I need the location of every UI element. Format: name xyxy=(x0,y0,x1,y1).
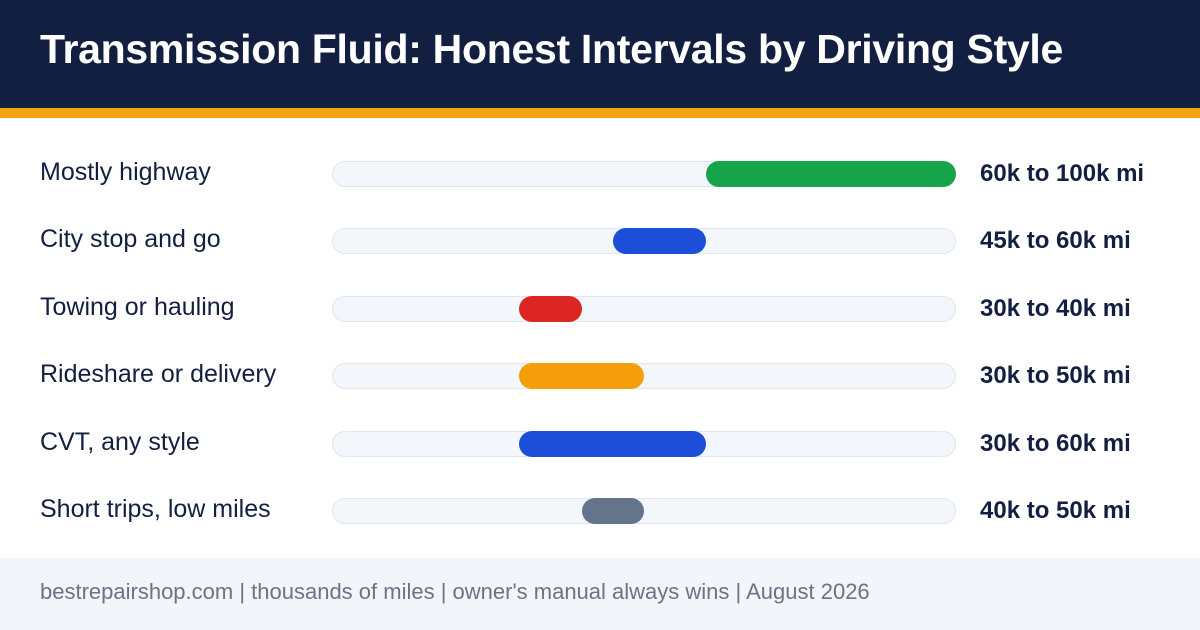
row-label: Rideshare or delivery xyxy=(40,360,277,388)
range-bar xyxy=(706,161,956,187)
page-title: Transmission Fluid: Honest Intervals by … xyxy=(40,26,1064,72)
range-value-label: 30k to 40k mi xyxy=(980,295,1131,322)
bar-track xyxy=(332,363,956,389)
range-bar xyxy=(519,431,707,457)
range-bar xyxy=(519,296,582,322)
row-label: Mostly highway xyxy=(40,158,211,186)
bar-track xyxy=(332,296,956,322)
header-bar xyxy=(0,0,1200,108)
range-value-label: 60k to 100k mi xyxy=(980,160,1145,187)
row-label: City stop and go xyxy=(40,225,221,253)
footer-source-text: bestrepairshop.com | thousands of miles … xyxy=(40,579,870,604)
header-accent-stripe xyxy=(0,108,1200,118)
range-bar xyxy=(581,498,644,524)
bar-track xyxy=(332,498,956,524)
footer-bar: bestrepairshop.com | thousands of miles … xyxy=(0,558,1200,630)
range-value-label: 45k to 60k mi xyxy=(980,227,1131,254)
range-bar xyxy=(519,363,644,389)
range-value-label: 30k to 50k mi xyxy=(980,362,1131,389)
row-label: CVT, any style xyxy=(40,428,200,456)
range-value-label: 30k to 60k mi xyxy=(980,430,1131,457)
row-label: Towing or hauling xyxy=(40,293,235,321)
range-bar xyxy=(612,228,707,254)
row-label: Short trips, low miles xyxy=(40,495,271,523)
range-value-label: 40k to 50k mi xyxy=(980,497,1131,524)
